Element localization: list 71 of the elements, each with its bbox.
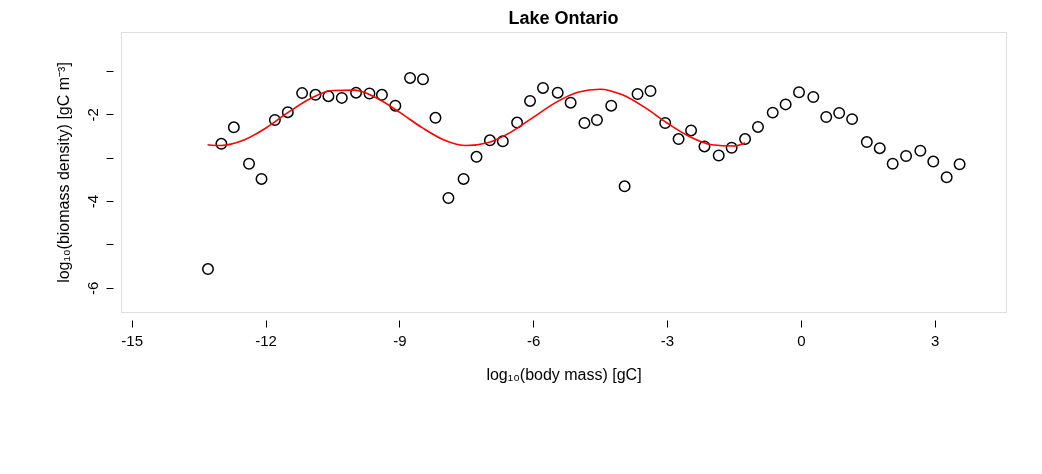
point — [618, 180, 631, 193]
point — [751, 120, 764, 133]
point — [590, 114, 603, 126]
point — [807, 91, 820, 103]
point — [296, 87, 309, 100]
point — [712, 149, 725, 162]
point — [335, 91, 348, 104]
point — [793, 86, 806, 99]
point — [564, 96, 577, 109]
chart-title: Lake Ontario — [508, 8, 619, 28]
point — [698, 140, 711, 153]
y-axis-title: log₁₀(biomass density) [gC m⁻³] — [54, 62, 72, 283]
point — [375, 88, 388, 101]
x-tick-label: -3 — [660, 331, 675, 349]
x-tick-label: -9 — [393, 331, 407, 349]
point — [524, 94, 537, 107]
point — [846, 113, 859, 126]
point — [281, 106, 294, 119]
point — [470, 150, 483, 163]
point — [914, 144, 927, 157]
y-tick-label: -6 — [83, 281, 101, 295]
point — [227, 121, 240, 134]
point — [631, 88, 644, 100]
point — [215, 137, 228, 150]
line-series — [206, 88, 746, 147]
point — [820, 110, 833, 123]
x-tick-label: 3 — [930, 331, 940, 349]
point — [685, 124, 698, 137]
point — [483, 134, 496, 147]
point — [496, 135, 509, 148]
point — [779, 98, 792, 111]
point — [255, 172, 268, 185]
point — [363, 87, 376, 100]
y-tick-label: -4 — [83, 194, 101, 209]
point — [672, 133, 685, 146]
point — [860, 136, 873, 149]
x-tick-label: -6 — [527, 331, 541, 349]
point — [886, 157, 899, 170]
point — [243, 157, 256, 170]
point — [457, 172, 470, 185]
point — [739, 133, 752, 146]
x-tick-label: 0 — [797, 331, 806, 349]
point — [766, 106, 779, 119]
y-tick-label: -2 — [83, 108, 101, 122]
point — [644, 84, 657, 97]
point — [201, 263, 214, 276]
point — [551, 86, 564, 99]
point — [350, 86, 363, 99]
point — [511, 116, 524, 129]
point — [605, 99, 618, 112]
point — [900, 149, 913, 162]
point — [442, 192, 455, 204]
point — [927, 155, 940, 168]
point — [725, 141, 738, 154]
x-tick-label: -15 — [121, 331, 144, 349]
point — [309, 88, 322, 101]
point — [429, 111, 442, 124]
point — [322, 90, 335, 103]
point — [833, 107, 846, 120]
point — [404, 71, 417, 84]
point — [940, 171, 953, 184]
x-tick-label: -12 — [255, 331, 277, 349]
point — [659, 117, 672, 130]
point — [389, 99, 402, 112]
point — [578, 117, 591, 130]
point — [873, 142, 886, 155]
point — [416, 73, 429, 86]
x-axis-title: log₁₀(body mass) [gC] — [486, 365, 642, 383]
point — [536, 81, 549, 94]
point — [268, 114, 281, 126]
point — [953, 158, 966, 171]
